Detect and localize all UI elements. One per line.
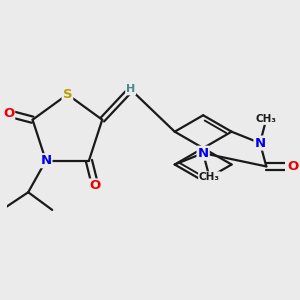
Text: N: N — [40, 154, 52, 167]
Text: O: O — [3, 107, 14, 120]
Text: CH₃: CH₃ — [199, 172, 220, 182]
Text: O: O — [287, 160, 298, 173]
Text: O: O — [90, 179, 101, 192]
Text: N: N — [198, 147, 209, 160]
Text: CH₃: CH₃ — [256, 114, 277, 124]
Text: N: N — [254, 136, 266, 150]
Text: S: S — [63, 88, 72, 101]
Text: H: H — [126, 84, 135, 94]
